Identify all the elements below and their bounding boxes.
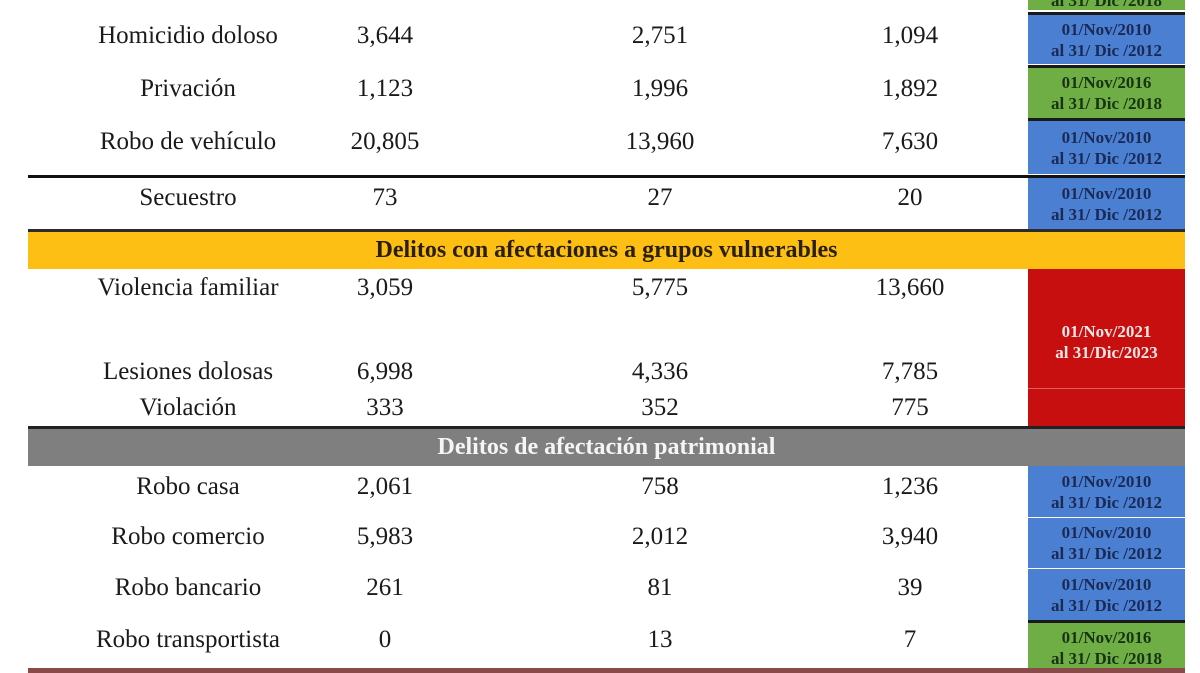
- period-line1: 01/Nov/2021: [1061, 321, 1152, 341]
- crime-name: Violencia familiar: [97, 274, 279, 301]
- value-col2: 81: [647, 574, 673, 601]
- period-line1: 01/Nov/2010: [1061, 523, 1152, 542]
- period-cell-divider: [1028, 388, 1185, 389]
- value-col1: 73: [372, 184, 398, 211]
- crime-name: Lesiones dolosas: [102, 358, 274, 385]
- period-line1: 01/Nov/2010: [1061, 471, 1152, 491]
- period-line1: 01/Nov/2010: [1061, 127, 1152, 147]
- value-col3: 20: [897, 184, 923, 211]
- value-col3: 1,236: [881, 473, 939, 500]
- value-col1: 5,983: [356, 523, 414, 550]
- table-row-secuestro: Secuestro 73 27 20: [0, 178, 1200, 230]
- section-title: Delitos con afectaciones a grupos vulner…: [375, 237, 838, 263]
- crime-name: Robo de vehículo: [99, 128, 277, 155]
- value-col1: 333: [366, 394, 404, 421]
- value-col2: 13,960: [625, 128, 695, 155]
- period-line2: al 31/ Dic /2012: [1051, 40, 1162, 60]
- period-cell: 01/Nov/2010 al 31/ Dic /2012: [1028, 178, 1185, 230]
- period-cell: 01/Nov/2010 al 31/ Dic /2012: [1028, 518, 1185, 568]
- value-col2: 2,751: [631, 22, 689, 49]
- section-header-afectacion-patrimonial: Delitos de afectación patrimonial: [28, 426, 1185, 466]
- period-line2: al 31/ Dic /2018: [1051, 94, 1162, 113]
- period-line1: 01/Nov/2010: [1061, 574, 1152, 594]
- table-row-violacion: Violación 333 352 775: [0, 389, 1200, 427]
- table-row-robo-comercio: Robo comercio 5,983 2,012 3,940: [0, 515, 1200, 565]
- crime-name: Privación: [140, 75, 236, 102]
- crime-name: Robo bancario: [114, 574, 262, 601]
- table-row-robo-bancario: Robo bancario 261 81 39: [0, 566, 1200, 618]
- period-line2: al 31/ Dic /2012: [1051, 148, 1162, 168]
- period-line2: al 31/Dic/2023: [1055, 342, 1158, 362]
- crime-name: Violación: [139, 394, 237, 421]
- value-col1: 3,644: [356, 22, 414, 49]
- period-cell: 01/Nov/2010 al 31/ Dic /2012: [1028, 12, 1185, 64]
- period-line1: 01/Nov/2016: [1061, 73, 1152, 92]
- period-cell: 01/Nov/2010 al 31/ Dic /2012: [1028, 118, 1185, 174]
- value-col3: 7,785: [881, 358, 939, 385]
- value-col1: 2,061: [356, 473, 414, 500]
- value-col3: 39: [897, 574, 923, 601]
- period-line2: al 31/ Dic /2012: [1051, 595, 1162, 615]
- table-row-homicidio-doloso: Homicidio doloso 3,644 2,751 1,094: [0, 10, 1200, 62]
- period-cell: 01/Nov/2010 al 31/ Dic /2012: [1028, 569, 1185, 620]
- value-col1: 1,123: [356, 75, 414, 102]
- value-col3: 1,094: [881, 22, 939, 49]
- value-col3: 7: [903, 626, 917, 653]
- crime-name: Homicidio doloso: [98, 22, 278, 49]
- value-col3: 13,660: [875, 274, 945, 301]
- value-col2: 352: [641, 394, 679, 421]
- table-row-robo-de-vehiculo: Robo de vehículo 20,805 13,960 7,630: [0, 116, 1200, 174]
- period-cell-merged: 01/Nov/2021 al 31/Dic/2023: [1028, 269, 1185, 426]
- period-cell-partial: al 31/ Dic /2018: [1028, 0, 1185, 10]
- value-col3: 1,892: [881, 75, 939, 102]
- table-row-privacion: Privación 1,123 1,996 1,892: [0, 63, 1200, 115]
- period-line1: 01/Nov/2010: [1061, 184, 1152, 203]
- crime-name: Robo comercio: [111, 523, 265, 550]
- period-line1: 01/Nov/2016: [1061, 628, 1152, 647]
- section-header-grupos-vulnerables: Delitos con afectaciones a grupos vulner…: [28, 229, 1185, 269]
- value-col2: 758: [641, 473, 679, 500]
- value-col1: 3,059: [356, 274, 414, 301]
- table-row-lesiones-dolosas: Lesiones dolosas 6,998 4,336 7,785: [0, 350, 1200, 388]
- value-col1: 6,998: [356, 358, 414, 385]
- value-col1: 261: [366, 574, 404, 601]
- period-cell: 01/Nov/2010 al 31/ Dic /2012: [1028, 466, 1185, 517]
- value-col2: 2,012: [631, 523, 689, 550]
- section-title: Delitos de afectación patrimonial: [437, 434, 776, 460]
- row-divider: [28, 175, 1185, 178]
- value-col2: 13: [647, 626, 673, 653]
- period-line2: al 31/ Dic /2012: [1051, 492, 1162, 512]
- period-line2: al 31/ Dic /2018: [1051, 649, 1162, 668]
- value-col2: 5,775: [631, 274, 689, 301]
- value-col3: 775: [891, 394, 929, 421]
- value-col3: 3,940: [881, 523, 939, 550]
- value-col3: 7,630: [881, 128, 939, 155]
- table-bottom-border: [28, 668, 1185, 673]
- value-col1: 20,805: [350, 128, 420, 155]
- crime-name: Secuestro: [139, 184, 237, 211]
- value-col2: 1,996: [631, 75, 689, 102]
- value-col1: 0: [378, 626, 392, 653]
- crime-name: Robo transportista: [95, 626, 280, 653]
- table-row-robo-transportista: Robo transportista 0 13 7: [0, 620, 1200, 670]
- crime-name: Robo casa: [136, 473, 240, 500]
- period-line2: al 31/ Dic /2018: [1051, 0, 1162, 10]
- period-cell: 01/Nov/2016 al 31/ Dic /2018: [1028, 65, 1185, 118]
- value-col2: 27: [647, 184, 673, 211]
- table-row-violencia-familiar: Violencia familiar 3,059 5,775 13,660: [0, 268, 1200, 348]
- period-line2: al 31/ Dic /2012: [1051, 205, 1162, 224]
- period-line2: al 31/ Dic /2012: [1051, 544, 1162, 563]
- period-line1: 01/Nov/2010: [1061, 19, 1152, 39]
- period-cell: 01/Nov/2016 al 31/ Dic /2018: [1028, 620, 1185, 673]
- table-row-robo-casa: Robo casa 2,061 758 1,236: [0, 465, 1200, 515]
- value-col2: 4,336: [631, 358, 689, 385]
